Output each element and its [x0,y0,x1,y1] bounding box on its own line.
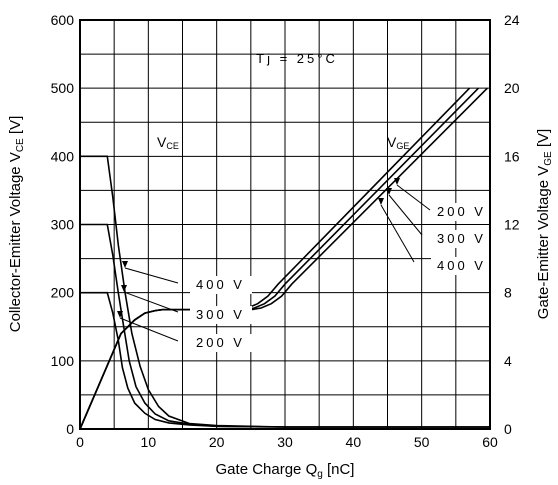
y-left-axis-title: Collector-Emitter Voltage VCE [V] [7,116,26,333]
callouts: 200 V 300 V 400 V 400 V 300 V 200 V [117,178,493,352]
y-right-tick-label: 8 [504,285,512,301]
vge-callout-300v: 300 V [437,231,486,246]
vge-callout-400v-box [431,257,493,275]
x-tick-label: 60 [482,434,498,450]
y-left-tick-label: 600 [51,12,75,28]
y-right-tick-label: 20 [504,80,520,96]
vce-callout-300v-box [190,306,252,324]
vce-callout-400v: 400 V [196,277,245,292]
grid [80,20,490,429]
vge-callout-200v-leader [396,184,431,211]
x-tick-label: 20 [209,434,225,450]
vge-callout-400v-leader [380,204,415,263]
vge-callout-300v-leader [388,194,423,236]
y-right-tick-label: 16 [504,148,520,164]
y-right-tick-label: 24 [504,12,520,28]
vge-callout-200v-box [431,203,493,221]
vce-callout-200v-arrow [117,311,123,318]
y-left-tick-label: 300 [51,217,75,233]
y-left-tick-label: 0 [66,421,74,437]
y-left-tick-label: 500 [51,80,75,96]
vce-callout-400v-box [190,276,252,294]
y-right-tick-label: 4 [504,353,512,369]
x-tick-label: 40 [346,434,362,450]
x-tick-label: 50 [414,434,430,450]
vce-callout-200v-leader [119,317,179,342]
vce-callout-300v-arrow [121,285,127,292]
vge-callout-300v-arrow [386,188,392,195]
vce-callout-300v-leader [123,291,179,313]
plot-frame [79,19,491,430]
vge-callout-200v-arrow [394,178,400,185]
temperature-annotation: Tj = 25°C [256,51,338,66]
y-left-tick-label: 400 [51,148,75,164]
vce-callout-400v-arrow [122,261,128,268]
vge-callout-200v: 200 V [437,204,486,219]
vge-callout-400v: 400 V [437,258,486,273]
x-tick-label: 10 [141,434,157,450]
y-right-axis-title: Gate-Emitter Voltage VGE [V] [535,129,554,319]
vce-callout-300v: 300 V [196,307,245,322]
x-tick-label: 30 [277,434,293,450]
vge-series-label: VGE [387,134,409,151]
vge-callout-300v-box [431,230,493,248]
vge-callout-400v-arrow [378,198,384,205]
x-tick-label: 0 [76,434,84,450]
y-right-tick-label: 12 [504,217,520,233]
vce-callout-200v: 200 V [196,335,245,350]
vce-series-label: VCE [157,134,179,151]
y-left-tick-label: 200 [51,285,75,301]
vce-callout-200v-box [190,334,252,352]
tick-labels: 0 10 20 30 40 50 60010020030040050060004812162… [51,12,520,450]
vce-callout-400v-leader [124,267,179,284]
x-axis-title: Gate Charge Qg [nC] [216,461,355,480]
y-left-tick-label: 100 [51,353,75,369]
y-right-tick-label: 0 [504,421,512,437]
vce-curve-400v [80,155,490,428]
